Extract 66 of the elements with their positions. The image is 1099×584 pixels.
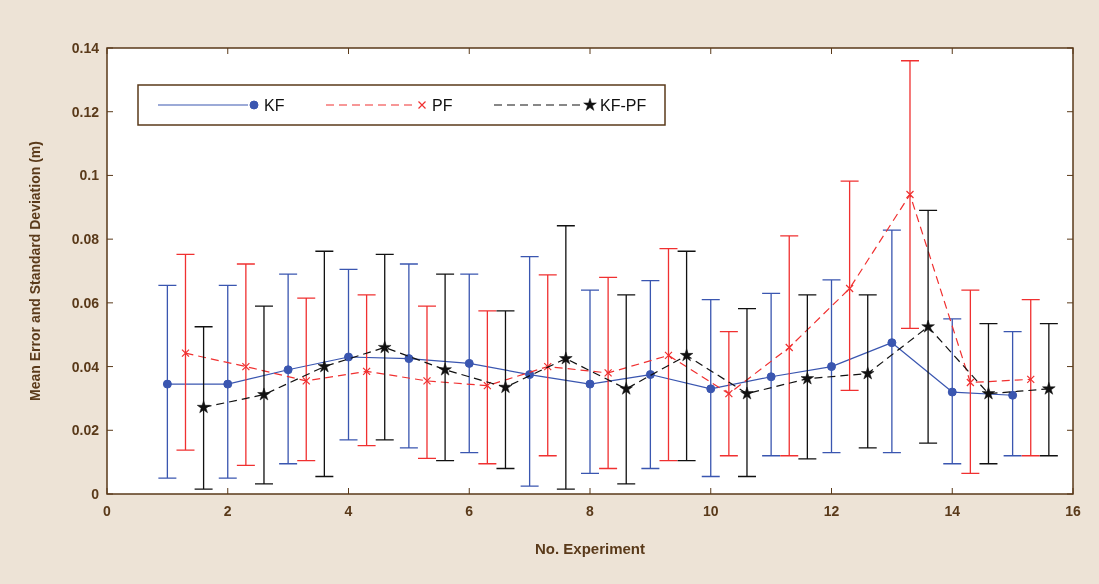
x-tick-label: 10 [702, 503, 719, 519]
point [483, 381, 492, 390]
point [1042, 381, 1056, 395]
point [1008, 390, 1018, 400]
y-tick-label: 0 [91, 486, 100, 502]
point [362, 367, 371, 376]
point [181, 349, 190, 358]
x-tick-label: 4 [344, 503, 353, 519]
point [404, 354, 414, 364]
y-tick-label: 0.12 [71, 103, 100, 120]
point [283, 365, 293, 375]
point [645, 370, 655, 380]
y-axis-title: Mean Error and Standard Deviation (m) [27, 141, 43, 401]
point [378, 340, 392, 354]
x-tick-label: 16 [1065, 503, 1081, 519]
point [966, 378, 975, 387]
point [766, 372, 776, 382]
x-tick-label: 6 [465, 503, 474, 519]
point [861, 366, 875, 380]
x-tick-label: 12 [823, 503, 840, 519]
point [162, 379, 172, 389]
point [223, 379, 233, 389]
x-tick-label: 0 [103, 503, 112, 519]
legend-label: KF [264, 97, 285, 114]
point [559, 351, 573, 365]
point [800, 371, 814, 385]
point [1026, 375, 1035, 384]
legend-label: PF [432, 97, 453, 114]
point [785, 343, 794, 352]
x-axis-title: No. Experiment [534, 540, 646, 557]
x-tick-label: 14 [944, 503, 961, 519]
point [257, 387, 271, 401]
point [680, 348, 694, 362]
point [585, 379, 595, 389]
point [845, 284, 854, 293]
y-tick-label: 0.14 [71, 40, 100, 56]
point [981, 386, 996, 400]
point [921, 319, 935, 333]
point [197, 400, 211, 413]
legend-label: KF-PF [600, 97, 647, 114]
y-tick-label: 0.04 [71, 358, 100, 375]
point [947, 387, 957, 397]
point [317, 359, 331, 373]
point [543, 362, 552, 371]
point [241, 362, 250, 371]
point [827, 362, 836, 372]
point [422, 376, 432, 386]
point [724, 389, 733, 398]
y-tick-label: 0.1 [79, 167, 100, 184]
point [887, 338, 897, 348]
point [344, 352, 353, 362]
point [905, 190, 915, 199]
point [498, 380, 513, 393]
x-tick-label: 8 [586, 503, 595, 519]
point [664, 351, 673, 360]
point [619, 381, 633, 395]
point [438, 362, 452, 376]
x-tick-label: 2 [223, 503, 232, 519]
point [740, 386, 754, 400]
y-tick-label: 0.02 [71, 422, 100, 439]
point [464, 358, 474, 368]
point [302, 376, 311, 386]
point [706, 384, 716, 394]
point [604, 368, 613, 378]
y-tick-label: 0.06 [71, 294, 100, 311]
y-tick-label: 0.08 [71, 231, 100, 248]
